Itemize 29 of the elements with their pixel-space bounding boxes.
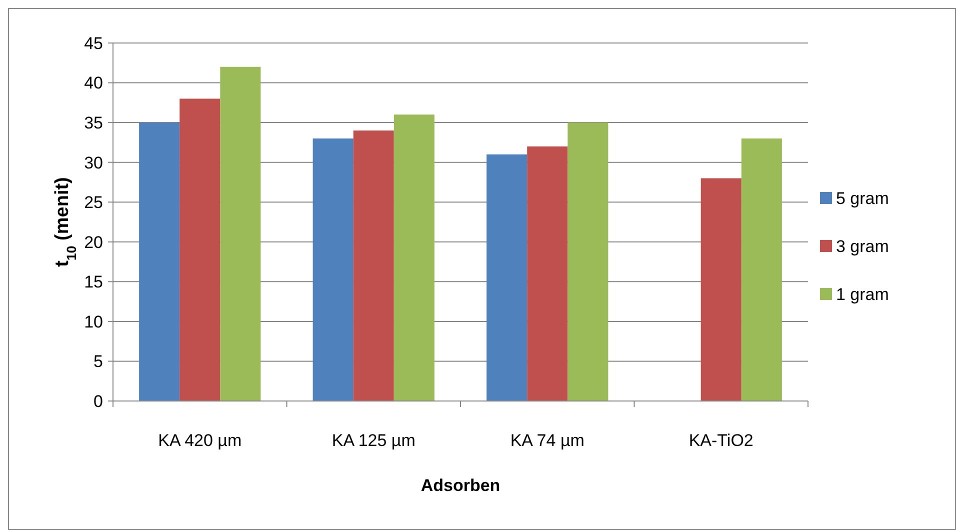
x-axis-title: Adsorben [420, 476, 500, 495]
y-tick-label: 40 [84, 74, 103, 93]
y-tick-label: 5 [94, 352, 103, 372]
legend-label: 1 gram [836, 284, 889, 304]
bar [394, 114, 434, 401]
y-tick-label: 15 [84, 272, 103, 292]
y-tick-label: 10 [84, 312, 103, 332]
x-tick-label: KA-TiO2 [688, 431, 754, 450]
y-tick-label: 30 [84, 153, 103, 172]
bar [220, 66, 261, 401]
bar [312, 138, 354, 401]
legend-label: 3 gram [836, 236, 889, 256]
y-tick-label: 0 [94, 392, 103, 411]
bar [180, 98, 220, 401]
bar [139, 122, 180, 401]
x-tick-label: KA 125 µm [332, 431, 416, 450]
bar [527, 146, 568, 401]
bar [568, 122, 608, 401]
bar [353, 130, 394, 401]
y-tick-label: 35 [84, 114, 103, 133]
bar [486, 154, 528, 401]
bar [741, 138, 782, 401]
y-tick-label: 45 [84, 34, 103, 53]
bar [700, 178, 742, 401]
y-tick-label: 25 [84, 193, 103, 212]
y-tick-label: 20 [84, 232, 103, 252]
legend-label: 5 gram [836, 188, 889, 208]
x-tick-label: KA 74 µm [510, 431, 584, 450]
x-tick-label: KA 420 µm [158, 431, 242, 450]
